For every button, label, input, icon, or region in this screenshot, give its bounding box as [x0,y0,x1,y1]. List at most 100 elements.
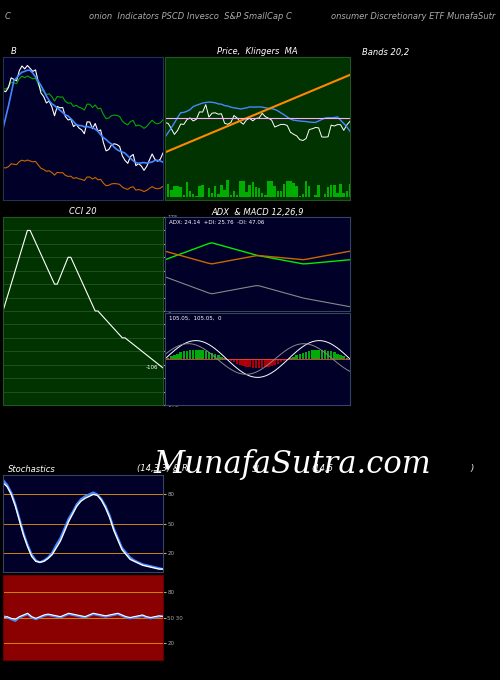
Bar [302,194,304,197]
Bar [198,350,200,359]
Bar [308,186,310,197]
Bar [267,359,270,367]
Bar [342,193,345,197]
Bar [192,194,194,197]
Text: B: B [11,48,17,56]
Bar [298,354,301,359]
Bar [254,359,257,368]
Bar [333,186,336,197]
Bar [176,186,179,197]
Bar [292,356,295,359]
Bar [289,358,292,359]
Bar [336,193,338,197]
Bar [186,182,188,197]
Text: Stochastics: Stochastics [8,464,56,473]
Text: SI: SI [252,464,260,473]
Bar [246,192,248,197]
Bar [308,351,310,359]
Bar [211,353,214,359]
Bar [236,359,238,364]
Bar [176,354,179,359]
Bar [261,192,264,197]
Bar [252,182,254,197]
Bar [261,359,264,368]
Text: Price,  Klingers  MA: Price, Klingers MA [217,48,298,56]
Bar [286,181,288,197]
Bar [224,358,226,359]
Bar [327,351,330,359]
Bar [202,350,204,359]
Text: onsumer Discretionary ETF MunafaSutr: onsumer Discretionary ETF MunafaSutr [330,12,495,21]
Bar [230,194,232,197]
Bar [258,188,260,197]
Bar [182,352,185,359]
Bar [164,192,166,197]
Bar [346,358,348,359]
Bar [324,194,326,197]
Bar [208,352,210,359]
Bar [214,354,216,359]
Bar [280,191,282,197]
Text: ): ) [470,464,474,473]
Bar [258,359,260,368]
Bar [167,358,170,359]
Bar [327,187,330,197]
Text: (14,3,3) & R: (14,3,3) & R [137,464,188,473]
Bar [336,354,338,359]
Bar [283,184,286,197]
Bar [276,359,279,364]
Bar [305,181,308,197]
Bar [274,186,276,197]
Bar [186,351,188,359]
Bar [246,359,248,367]
Bar [318,350,320,359]
Text: (14,5: (14,5 [311,464,333,473]
Bar [252,359,254,368]
Bar [167,184,170,197]
Bar [180,352,182,359]
Bar [232,191,235,197]
Bar [324,350,326,359]
Bar [333,352,336,359]
Bar [270,359,273,366]
Bar [192,350,194,359]
Bar [330,352,332,359]
Bar [296,355,298,359]
Bar [230,359,232,361]
Bar [189,350,192,359]
Text: onion  Indicators PSCD Invesco  S&P SmallCap C: onion Indicators PSCD Invesco S&P SmallC… [88,12,292,21]
Bar [217,194,220,197]
Bar [254,187,257,197]
Bar [170,356,172,359]
Bar [211,193,214,197]
Bar [236,195,238,197]
Bar [180,188,182,197]
Text: -106: -106 [146,365,158,371]
Bar [208,188,210,197]
Bar [305,352,308,359]
Bar [330,185,332,197]
Bar [242,359,244,366]
Bar [311,350,314,359]
Bar [346,191,348,197]
Bar [220,356,222,359]
Bar [283,359,286,361]
Text: C: C [5,12,11,21]
Bar [292,183,295,197]
Bar [340,184,342,197]
Bar [202,185,204,197]
Bar [276,191,279,197]
Bar [204,351,207,359]
Text: MunafaSutra.com: MunafaSutra.com [154,449,431,481]
Bar [320,350,323,359]
Bar [195,350,198,359]
Bar [248,185,251,197]
Bar [314,350,317,359]
Bar [280,359,282,362]
Text: ADX  & MACD 12,26,9: ADX & MACD 12,26,9 [211,207,304,216]
Bar [182,195,185,197]
Bar [342,356,345,359]
Bar [314,195,317,197]
Text: ADX: 24.14  +DI: 25.76  -DI: 47.06: ADX: 24.14 +DI: 25.76 -DI: 47.06 [168,220,264,225]
Bar [198,186,200,197]
